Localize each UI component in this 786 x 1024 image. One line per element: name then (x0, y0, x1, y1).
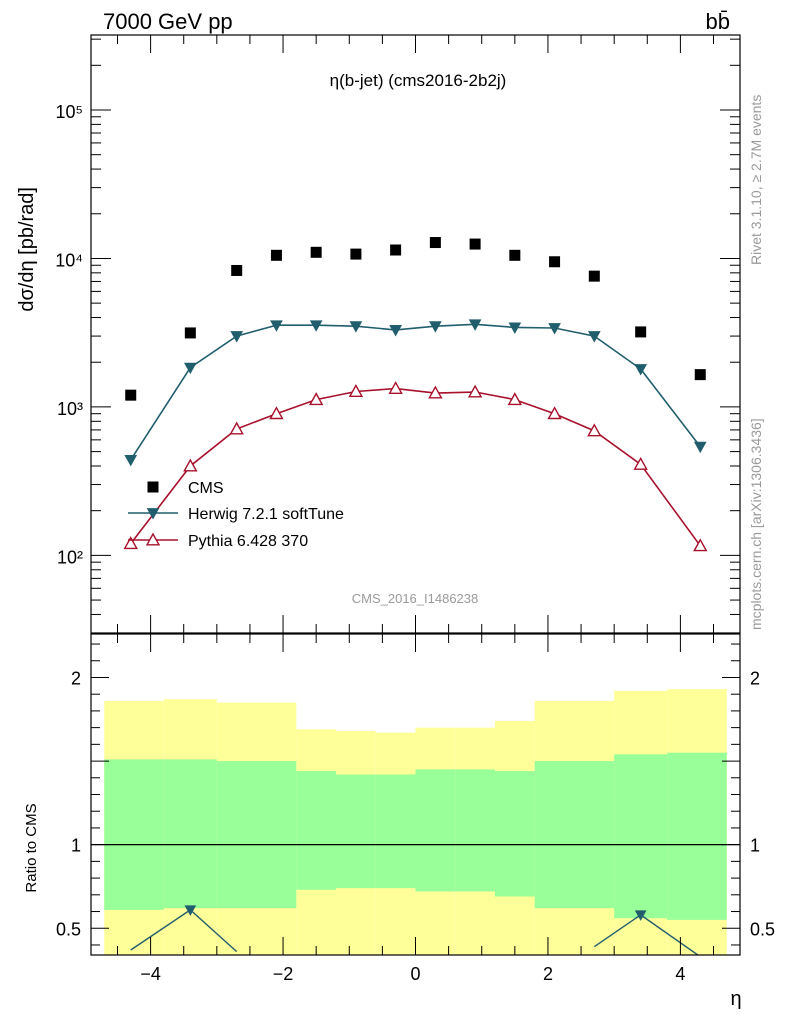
ratio-herwig-point (634, 910, 647, 921)
y-tick-label: 10³ (57, 399, 83, 419)
cms-point (635, 326, 647, 338)
main-axis-ticks: 10² 10³ 10⁴ 10⁵ (55, 35, 740, 634)
ratio-y-tick-label: 1 (71, 836, 81, 856)
legend-label: CMS (188, 480, 224, 497)
herwig-point (183, 362, 197, 375)
cms-point (469, 238, 481, 250)
main-plot-area (123, 237, 708, 552)
pythia-point (633, 456, 648, 470)
legend-cms-marker (147, 481, 159, 493)
rivet-label: Rivet 3.1.10, ≥ 2.7M events (748, 95, 764, 265)
cms-point (310, 246, 322, 258)
herwig-point (468, 319, 482, 331)
herwig-point (124, 454, 138, 467)
x-tick-label: 0 (410, 964, 420, 984)
herwig-point (389, 325, 402, 337)
cms-point (429, 237, 441, 249)
cms-point (509, 249, 521, 261)
ratio-y-tick-label-right: 0.5 (750, 919, 775, 939)
main-frame (90, 34, 741, 634)
pythia-line (130, 387, 701, 547)
main-panel: 10² 10³ 10⁴ 10⁵ η(b-jet) (cms2016-2b2j) CMS… (16, 34, 741, 634)
pythia-point (693, 538, 708, 552)
main-ylabel: dσ/dη [pb/rad] (16, 187, 38, 312)
x-tick-label: −2 (273, 964, 294, 984)
herwig-point (230, 331, 244, 343)
pythia-point (547, 406, 562, 420)
ratio-panel: 0.5 0.5 1 1 2 2 −4 −2 0 2 4 Ratio to CMS η (23, 633, 775, 1010)
x-tick-label: −4 (140, 964, 161, 984)
cms-point (270, 249, 282, 261)
legend: CMS Herwig 7.2.1 softTune Pythia 6.428 370 (128, 480, 344, 550)
pythia-point (229, 421, 244, 435)
uncertainty-band-green (375, 774, 416, 889)
source-label: mcplots.cern.ch [arXiv:1306.3436] (748, 418, 764, 630)
cms-point (231, 264, 243, 276)
herwig-point (634, 364, 648, 376)
ratio-plot-area (91, 689, 740, 955)
x-axis-label: η (730, 988, 741, 1010)
uncertainty-band-green (163, 759, 217, 909)
ratio-axis-ticks: 0.5 0.5 1 1 2 2 −4 −2 0 2 4 (56, 634, 775, 984)
herwig-line (130, 323, 701, 461)
herwig-point (508, 322, 522, 334)
x-tick-label: 2 (543, 964, 553, 984)
legend-label: Herwig 7.2.1 softTune (188, 506, 344, 523)
cms-point (350, 248, 362, 260)
herwig-point (429, 321, 442, 333)
ratio-herwig-point (184, 905, 197, 916)
pythia-point (269, 406, 284, 420)
ratio-y-tick-label-right: 2 (750, 668, 760, 688)
y-tick-label: 10⁵ (56, 102, 83, 122)
legend-herwig-marker (146, 508, 160, 520)
uncertainty-band-green (494, 771, 535, 897)
cms-point (390, 244, 402, 256)
herwig-point (548, 323, 561, 335)
cms-point (125, 389, 137, 401)
uncertainty-band-green (667, 752, 727, 920)
herwig-point (349, 321, 363, 333)
y-tick-label: 10⁴ (55, 250, 83, 270)
main-watermark: CMS_2016_I1486238 (352, 591, 479, 606)
header-left: 7000 GeV pp (103, 9, 233, 34)
x-tick-label: 4 (675, 964, 685, 984)
ratio-y-tick-label-right: 1 (750, 836, 760, 856)
herwig-point (587, 331, 601, 343)
pythia-point (388, 381, 403, 395)
uncertainty-band-green (216, 761, 297, 909)
pythia-point (587, 423, 602, 437)
main-title: η(b-jet) (cms2016-2b2j) (330, 71, 507, 90)
herwig-point (693, 441, 707, 454)
uncertainty-band-green (534, 761, 615, 909)
herwig-point (270, 320, 283, 332)
uncertainty-band-green (614, 754, 668, 919)
herwig-point (309, 320, 323, 332)
uncertainty-band-green (336, 774, 376, 889)
uncertainty-band-green (415, 769, 456, 892)
ratio-y-tick-label: 0.5 (56, 919, 81, 939)
cms-point (549, 256, 561, 268)
ratio-y-tick-label: 2 (71, 668, 81, 688)
pythia-point (123, 536, 138, 550)
legend-label: Pythia 6.428 370 (188, 533, 308, 550)
pythia-point (428, 385, 443, 399)
ratio-frame (90, 633, 741, 956)
pythia-point (348, 384, 364, 398)
cms-point (588, 270, 600, 282)
pythia-point (507, 392, 523, 406)
pythia-point (467, 384, 483, 398)
legend-pythia-marker (145, 532, 161, 546)
uncertainty-band-green (455, 769, 495, 892)
uncertainty-band-green (104, 759, 164, 910)
header-right: bb̄ (706, 9, 730, 34)
ratio-ylabel: Ratio to CMS (23, 803, 40, 892)
pythia-point (308, 392, 324, 406)
pythia-point (183, 458, 198, 472)
cms-point (184, 327, 196, 339)
cms-point (694, 369, 706, 381)
uncertainty-band-green (296, 771, 337, 890)
y-tick-label: 10² (57, 547, 83, 567)
